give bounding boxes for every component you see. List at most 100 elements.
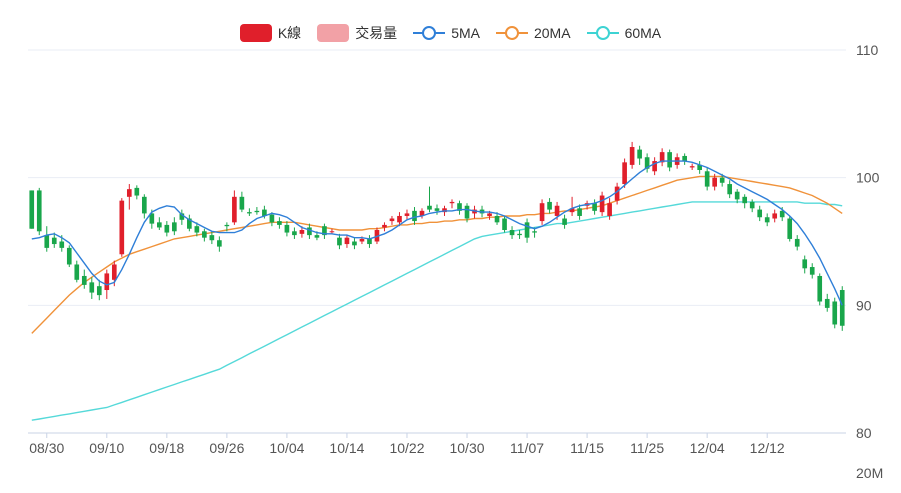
legend-label: 5MA	[451, 25, 480, 41]
candle-body	[269, 214, 275, 223]
candle-body	[794, 238, 800, 247]
candle-body	[277, 221, 282, 225]
candle-body	[314, 235, 320, 238]
legend-swatch-rect	[317, 24, 350, 42]
candle-body	[104, 273, 110, 291]
candle-body	[509, 230, 515, 236]
candle-body	[434, 208, 440, 211]
x-tick-label: 10/04	[269, 440, 304, 456]
candle-body	[224, 224, 230, 227]
candle-body	[494, 215, 500, 223]
candle-body	[367, 238, 372, 245]
x-tick-label: 10/14	[329, 440, 364, 456]
candle-body	[157, 222, 162, 228]
legend-item-60ma[interactable]: 60MA	[586, 24, 661, 42]
candle-body	[322, 226, 327, 236]
candle-body	[404, 213, 410, 216]
candle-body	[299, 230, 305, 234]
candle-body	[562, 218, 567, 225]
x-tick-label: 09/10	[89, 440, 124, 456]
candle-body	[262, 209, 267, 216]
legend-item-k線[interactable]: K線	[239, 23, 301, 43]
candle-body	[502, 218, 507, 231]
x-tick-label: 10/22	[389, 440, 424, 456]
candle-body	[427, 205, 432, 210]
legend-item-交易量[interactable]: 交易量	[317, 23, 397, 43]
candle-body	[284, 224, 290, 233]
x-tick-label: 10/30	[449, 440, 484, 456]
legend-swatch-line	[495, 24, 528, 42]
candle-body	[554, 205, 560, 216]
candle-body	[126, 189, 132, 197]
candle-body	[239, 196, 245, 210]
candle-body	[412, 210, 417, 222]
candle-body	[111, 264, 117, 280]
candle-body	[772, 213, 778, 219]
candle-body	[697, 164, 702, 171]
candle-body	[172, 222, 177, 232]
legend-item-20ma[interactable]: 20MA	[495, 24, 571, 42]
y-tick-label: 110	[856, 42, 879, 58]
candle-body	[337, 237, 342, 246]
candle-body	[449, 201, 455, 204]
candle-body	[96, 286, 102, 296]
legend-label: 交易量	[355, 25, 398, 41]
candle-body	[457, 203, 462, 211]
candle-body	[517, 233, 522, 236]
candle-body	[254, 210, 260, 213]
candle-body	[652, 161, 657, 172]
candle-body	[119, 200, 125, 255]
x-tick-label: 09/18	[149, 440, 184, 456]
candle-body	[539, 203, 545, 222]
candle-body	[487, 213, 492, 216]
y-tick-label: 80	[856, 425, 872, 441]
candle-body	[667, 152, 672, 168]
candle-body	[742, 196, 748, 204]
candle-body	[217, 240, 222, 247]
candle-body	[832, 301, 838, 325]
candle-body	[734, 191, 740, 200]
candle-body	[547, 201, 552, 210]
candle-body	[352, 241, 357, 246]
candle-body	[382, 224, 387, 228]
chart-legend: K線 交易量 5MA 20MA 60MA	[0, 20, 901, 46]
candle-body	[89, 282, 95, 293]
candle-body	[81, 275, 87, 285]
candle-body	[787, 218, 793, 239]
candle-body	[779, 210, 785, 218]
x-tick-label: 08/30	[29, 440, 64, 456]
legend-label: 20MA	[533, 25, 571, 41]
y-tick-label: 100	[856, 170, 880, 186]
candle-body	[577, 208, 582, 216]
candle-body	[704, 171, 710, 187]
candle-body	[44, 235, 50, 248]
volume-axis-label: 20M	[856, 465, 883, 481]
candle-body	[802, 259, 808, 269]
candle-body	[59, 241, 65, 248]
candle-body	[329, 231, 335, 233]
x-tick-label: 09/26	[209, 440, 244, 456]
candle-body	[719, 177, 725, 183]
candle-body	[629, 147, 635, 165]
candle-body	[232, 196, 237, 223]
candle-body	[307, 227, 312, 236]
candle-body	[637, 149, 642, 159]
candle-body	[464, 205, 470, 219]
x-tick-label: 12/04	[690, 440, 725, 456]
candle-body	[344, 237, 350, 245]
candle-body	[389, 218, 395, 222]
candle-body	[712, 177, 717, 187]
candle-body	[74, 264, 80, 280]
candle-body	[607, 203, 612, 216]
candle-body	[644, 157, 650, 169]
x-tick-label: 11/15	[570, 440, 604, 456]
candle-body	[187, 218, 192, 229]
candle-body	[524, 222, 530, 238]
candle-body	[532, 231, 537, 233]
legend-item-5ma[interactable]: 5MA	[413, 24, 480, 42]
candle-body	[179, 213, 185, 220]
candle-body	[51, 237, 57, 245]
candle-body	[202, 231, 207, 238]
x-tick-label: 11/07	[510, 440, 544, 456]
